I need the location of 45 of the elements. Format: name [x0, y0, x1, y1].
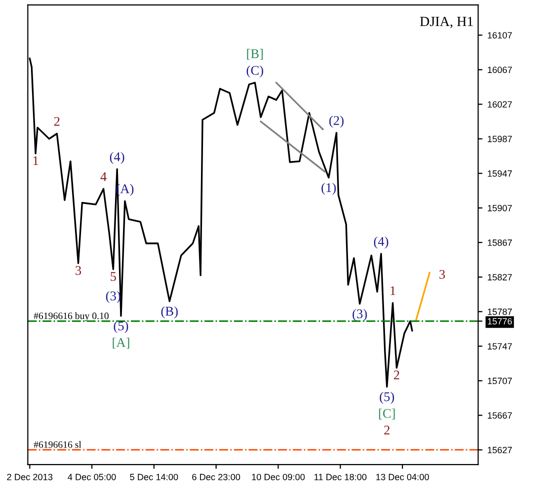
annotation: (3) — [352, 308, 367, 321]
y-tick-label: 15787 — [488, 308, 512, 315]
y-tick-label: 15776 — [488, 318, 512, 324]
x-tick-label: 6 Dec 23:00 — [192, 474, 240, 480]
annotation: (4) — [374, 236, 388, 249]
annotation: 2 — [394, 370, 400, 380]
x-tick-label: 5 Dec 14:00 — [130, 474, 178, 480]
y-tick-label: 15627 — [488, 446, 512, 454]
y-tick-label: 15667 — [488, 412, 512, 419]
annotation: (2) — [329, 116, 344, 128]
annotation: 1 — [390, 286, 396, 296]
annotation: [C] — [379, 408, 395, 420]
x-tick-label: 4 Dec 05:00 — [68, 474, 116, 480]
y-tick-label: 15947 — [488, 170, 512, 177]
annotation: 3 — [439, 270, 445, 279]
x-tick-label: 2 Dec 2013 — [7, 474, 52, 480]
y-tick-label: 15987 — [488, 136, 512, 142]
y-tick-label: 16107 — [488, 32, 512, 38]
annotation: (C) — [246, 66, 264, 78]
y-tick-label: 15907 — [488, 204, 512, 212]
annotation: [B] — [247, 48, 263, 60]
annotation: 4 — [100, 172, 107, 181]
x-tick-label: 11 Dec 18:00 — [314, 474, 366, 480]
annotation: 1 — [33, 156, 38, 166]
y-tick-label: 15747 — [488, 343, 512, 350]
annotation: 5 — [110, 272, 116, 281]
annotation: (B) — [161, 306, 178, 318]
y-tick-label: 16027 — [488, 101, 512, 108]
annotation: [A] — [112, 338, 130, 349]
annotation: (5) — [114, 321, 128, 334]
y-tick-label: 15867 — [488, 239, 512, 246]
ref-line-label: #6196616 buy 0.10 — [34, 312, 109, 322]
y-tick-label: 16067 — [488, 66, 512, 74]
annotation: 2 — [54, 116, 60, 126]
annotation: (1) — [322, 182, 336, 195]
annotation: (5) — [380, 392, 394, 404]
annotation: 2 — [384, 426, 390, 434]
annotation: (4) — [110, 152, 124, 164]
text: DJIA, H1 — [420, 16, 473, 28]
x-tick-label: 10 Dec 09:00 — [252, 474, 305, 480]
x-tick-label: 13 Dec 04:00 — [376, 474, 429, 480]
y-tick-label: 15827 — [488, 274, 512, 280]
annotation: 3 — [76, 266, 82, 275]
y-tick-label: 15707 — [488, 378, 512, 384]
ref-line-label: #6196616 sl — [34, 441, 82, 448]
